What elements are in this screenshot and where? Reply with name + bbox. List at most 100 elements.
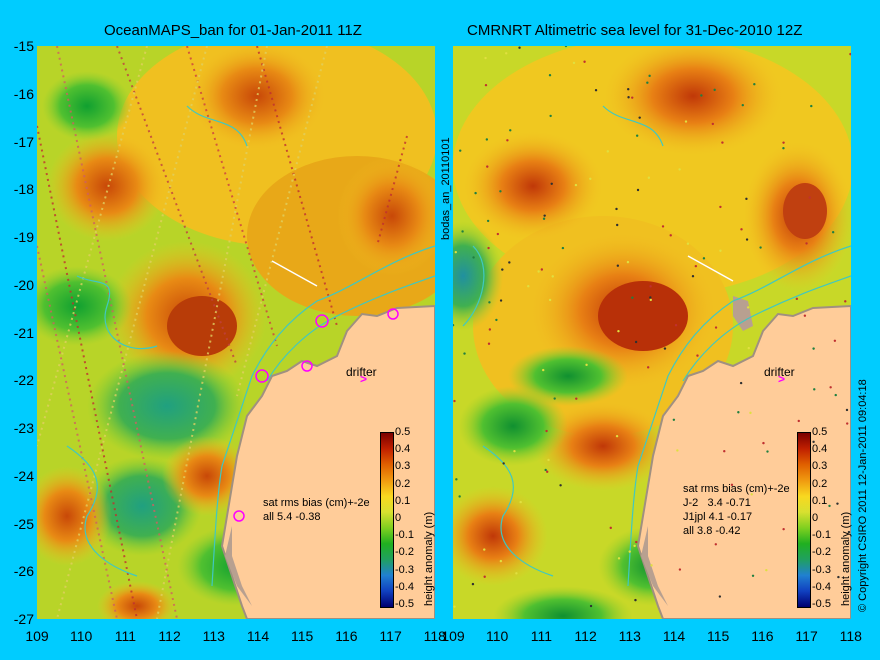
observation-dot xyxy=(646,366,650,369)
observation-dot xyxy=(719,249,722,252)
latitude-tick: -19 xyxy=(13,229,34,245)
observation-dot xyxy=(676,449,679,452)
observation-dot xyxy=(721,141,724,144)
latitude-tick: -20 xyxy=(13,276,34,293)
longitude-tick: 115 xyxy=(291,628,314,644)
left-stats-line2: all 5.4 -0.38 xyxy=(263,511,321,523)
observation-dot xyxy=(626,260,630,264)
observation-dot xyxy=(463,352,466,355)
colorbar-tick: 0.1 xyxy=(395,494,411,507)
longitude-tick: 113 xyxy=(202,628,225,644)
left-colorbar xyxy=(380,432,394,608)
observation-dot xyxy=(454,250,457,254)
observation-dot xyxy=(696,354,699,357)
observation-dot xyxy=(499,559,503,563)
right-stats-line4: all 3.8 -0.42 xyxy=(683,525,741,537)
longitude-tick: 109 xyxy=(441,628,465,644)
longitude-tick: 112 xyxy=(574,628,597,644)
observation-dot xyxy=(486,165,489,168)
observation-dot xyxy=(551,275,554,278)
observation-dot xyxy=(745,238,749,241)
observation-dot xyxy=(518,46,521,49)
observation-dot xyxy=(828,504,831,508)
observation-dot xyxy=(589,177,592,180)
right-stats-annotation: sat rms bias (cm)+-2e J-2 3.4 -0.71 J1jp… xyxy=(683,482,790,538)
observation-dot xyxy=(739,381,743,385)
observation-dot xyxy=(723,450,726,453)
observation-dot xyxy=(543,214,546,217)
observation-dot xyxy=(549,114,552,118)
observation-dot xyxy=(627,96,630,99)
observation-dot xyxy=(782,141,785,144)
observation-dot xyxy=(627,88,630,91)
colorbar-tick: -0.3 xyxy=(812,563,831,576)
longitude-tick: 110 xyxy=(486,628,509,644)
observation-dot xyxy=(548,74,552,77)
observation-dot xyxy=(674,323,678,327)
observation-dot xyxy=(803,314,807,317)
observation-dot xyxy=(474,191,477,195)
observation-dot xyxy=(617,557,621,560)
observation-dot xyxy=(572,61,576,65)
observation-dot xyxy=(483,548,486,551)
right-stats-line3: J1jpl 4.1 -0.17 xyxy=(683,511,753,523)
observation-dot xyxy=(762,441,765,445)
colorbar-tick: -0.5 xyxy=(812,598,831,610)
longitude-tick: 111 xyxy=(530,628,553,644)
left-drifter-label: drifter xyxy=(346,365,377,379)
observation-dot xyxy=(542,217,546,220)
observation-dot xyxy=(678,568,682,571)
observation-dot xyxy=(631,296,634,299)
colorbar-tick: -0.4 xyxy=(395,580,414,593)
observation-dot xyxy=(487,342,491,345)
observation-dot xyxy=(646,81,649,84)
observation-dot xyxy=(485,138,489,141)
observation-dot xyxy=(546,470,549,473)
observation-dot xyxy=(616,264,620,267)
observation-dot xyxy=(638,116,641,119)
latitude-tick: -21 xyxy=(13,324,34,341)
right-drifter-icon: > xyxy=(778,372,786,386)
observation-dot xyxy=(849,52,851,56)
observation-dot xyxy=(747,346,750,350)
observation-dot xyxy=(836,502,839,505)
observation-dot xyxy=(461,230,464,233)
observation-dot xyxy=(628,550,631,553)
observation-dot xyxy=(509,129,512,132)
observation-dot xyxy=(458,495,461,498)
right-colorbar-title: height anomaly (m) xyxy=(840,511,852,606)
observation-dot xyxy=(615,434,619,438)
observation-dot xyxy=(782,147,785,150)
right-drifter-label: drifter xyxy=(764,365,795,379)
observation-dot xyxy=(540,268,544,271)
analysis-id-label: bodas_an_20110101 xyxy=(440,137,452,240)
observation-dot xyxy=(844,300,847,303)
observation-dot xyxy=(636,188,640,192)
observation-dot xyxy=(686,242,690,245)
observation-dot xyxy=(694,264,698,268)
observation-dot xyxy=(547,458,550,462)
latitude-tick: -16 xyxy=(13,85,34,102)
observation-dot xyxy=(583,60,586,63)
observation-dot xyxy=(812,347,815,350)
observation-dot xyxy=(508,261,511,264)
observation-dot xyxy=(805,242,808,245)
observation-dot xyxy=(837,575,840,579)
observation-dot xyxy=(672,418,676,421)
observation-dot xyxy=(740,228,743,231)
left-stats-annotation: sat rms bias (cm)+-2e all 5.4 -0.38 xyxy=(263,496,370,524)
observation-dot xyxy=(741,103,744,107)
observation-dot xyxy=(495,318,498,322)
observation-dot xyxy=(575,397,578,400)
colorbar-tick: 0.5 xyxy=(812,426,828,438)
observation-dot xyxy=(718,595,722,598)
longitude-tick: 118 xyxy=(423,628,446,644)
observation-dot xyxy=(647,176,651,179)
observation-dot xyxy=(684,120,688,123)
observation-dot xyxy=(746,306,750,309)
observation-dot xyxy=(730,483,734,487)
observation-dot xyxy=(635,540,638,544)
observation-dot xyxy=(542,368,545,372)
longitude-tick: 115 xyxy=(707,628,730,644)
longitude-tick: 116 xyxy=(335,628,358,644)
